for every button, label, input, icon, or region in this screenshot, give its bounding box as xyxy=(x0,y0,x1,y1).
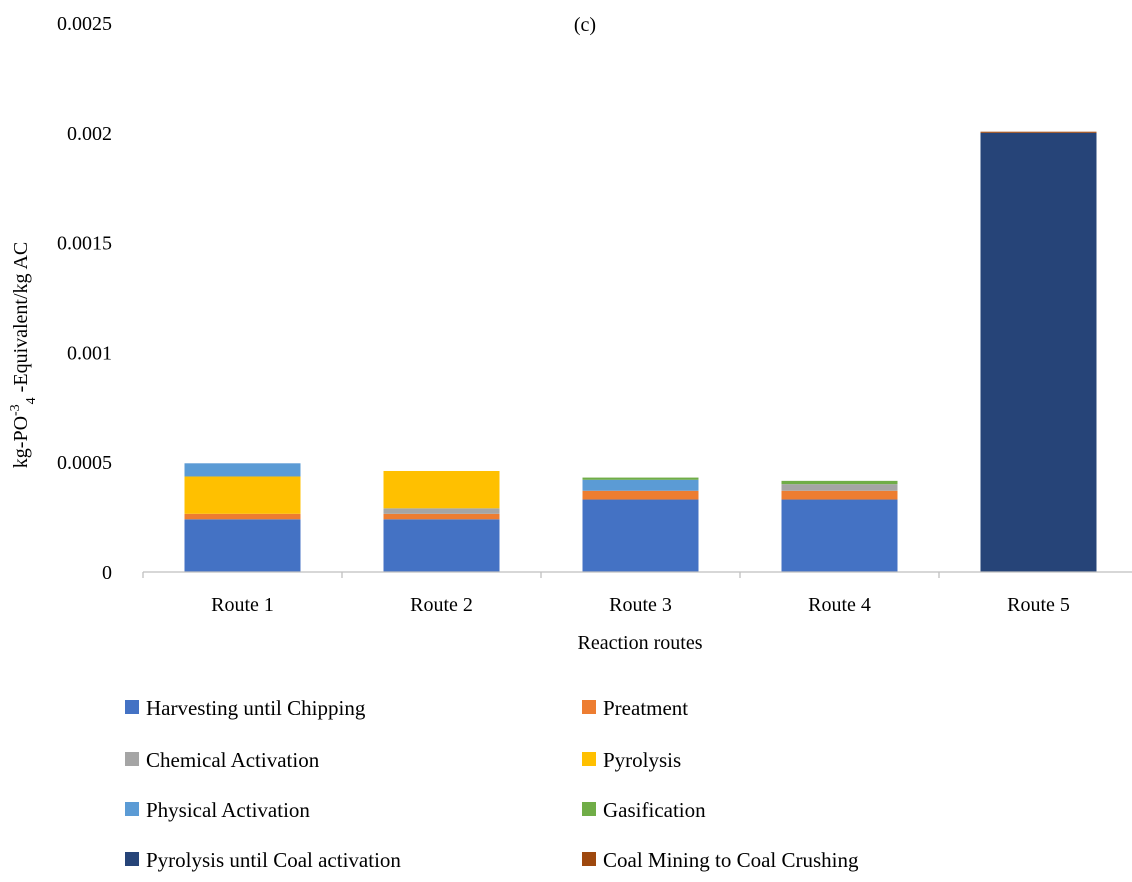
bar-segment xyxy=(184,463,301,477)
legend-swatch xyxy=(125,700,139,714)
legend-label: Physical Activation xyxy=(146,798,310,822)
x-axis-title: Reaction routes xyxy=(578,632,703,654)
bar-segment xyxy=(383,508,500,514)
x-axis-tick-labels: Route 1 Route 2 Route 3 Route 4 Route 5 xyxy=(211,594,1070,616)
x-tick-label: Route 5 xyxy=(1007,594,1070,616)
bar-segment xyxy=(582,477,699,480)
legend-swatch xyxy=(582,700,596,714)
bar-segment xyxy=(582,490,699,500)
legend-swatch xyxy=(125,852,139,866)
y-tick-label: 0.0025 xyxy=(57,13,112,35)
y-axis-title-base: kg-PO xyxy=(10,416,32,468)
legend-label: Harvesting until Chipping xyxy=(146,696,366,720)
bar-segment xyxy=(980,131,1097,133)
y-axis-title-rest: -Equivalent/kg AC xyxy=(10,242,32,398)
legend-label: Pyrolysis until Coal activation xyxy=(146,848,401,872)
y-axis-title-superscript: -3 xyxy=(8,404,23,416)
legend-swatch xyxy=(125,802,139,816)
y-axis-title-subscript: 4 xyxy=(24,397,39,404)
bar-segment xyxy=(582,479,699,491)
y-tick-label: 0.001 xyxy=(67,342,112,364)
legend-swatch xyxy=(582,802,596,816)
y-tick-label: 0.0015 xyxy=(57,233,112,255)
legend-swatch xyxy=(125,752,139,766)
bar-segment xyxy=(781,499,898,572)
legend-label: Gasification xyxy=(603,798,706,822)
legend-swatch xyxy=(582,852,596,866)
bar-segment xyxy=(184,513,301,520)
x-tick-label: Route 4 xyxy=(808,594,871,616)
bar-segment xyxy=(980,132,1097,573)
bar-segment xyxy=(383,513,500,520)
x-tick-label: Route 1 xyxy=(211,594,274,616)
x-tick-label: Route 3 xyxy=(609,594,672,616)
bar-segment xyxy=(383,470,500,509)
chart-title: (c) xyxy=(574,14,596,36)
y-axis-title: kg-PO-34 -Equivalent/kg AC xyxy=(8,242,39,468)
bar-segment xyxy=(582,499,699,572)
y-tick-label: 0.0005 xyxy=(57,452,112,474)
bar-segment xyxy=(781,484,898,491)
bar-segment xyxy=(184,519,301,572)
bar-segment xyxy=(781,480,898,485)
legend-label: Coal Mining to Coal Crushing xyxy=(603,848,859,872)
bar-segment xyxy=(383,519,500,572)
y-axis-tick-labels: 0 0.0005 0.001 0.0015 0.002 0.0025 xyxy=(57,13,112,584)
legend-label: Preatment xyxy=(603,696,688,720)
legend-label: Pyrolysis xyxy=(603,748,681,772)
x-axis-tick-marks xyxy=(142,572,940,578)
bar-segment xyxy=(781,490,898,500)
bar-segment xyxy=(184,476,301,514)
x-tick-label: Route 2 xyxy=(410,594,473,616)
legend-swatch xyxy=(582,752,596,766)
legend: Harvesting until Chipping Preatment Chemic… xyxy=(125,696,859,872)
bar-segments xyxy=(184,131,1097,573)
y-tick-label: 0 xyxy=(102,562,112,584)
legend-label: Chemical Activation xyxy=(146,748,320,772)
y-tick-label: 0.002 xyxy=(67,123,112,145)
